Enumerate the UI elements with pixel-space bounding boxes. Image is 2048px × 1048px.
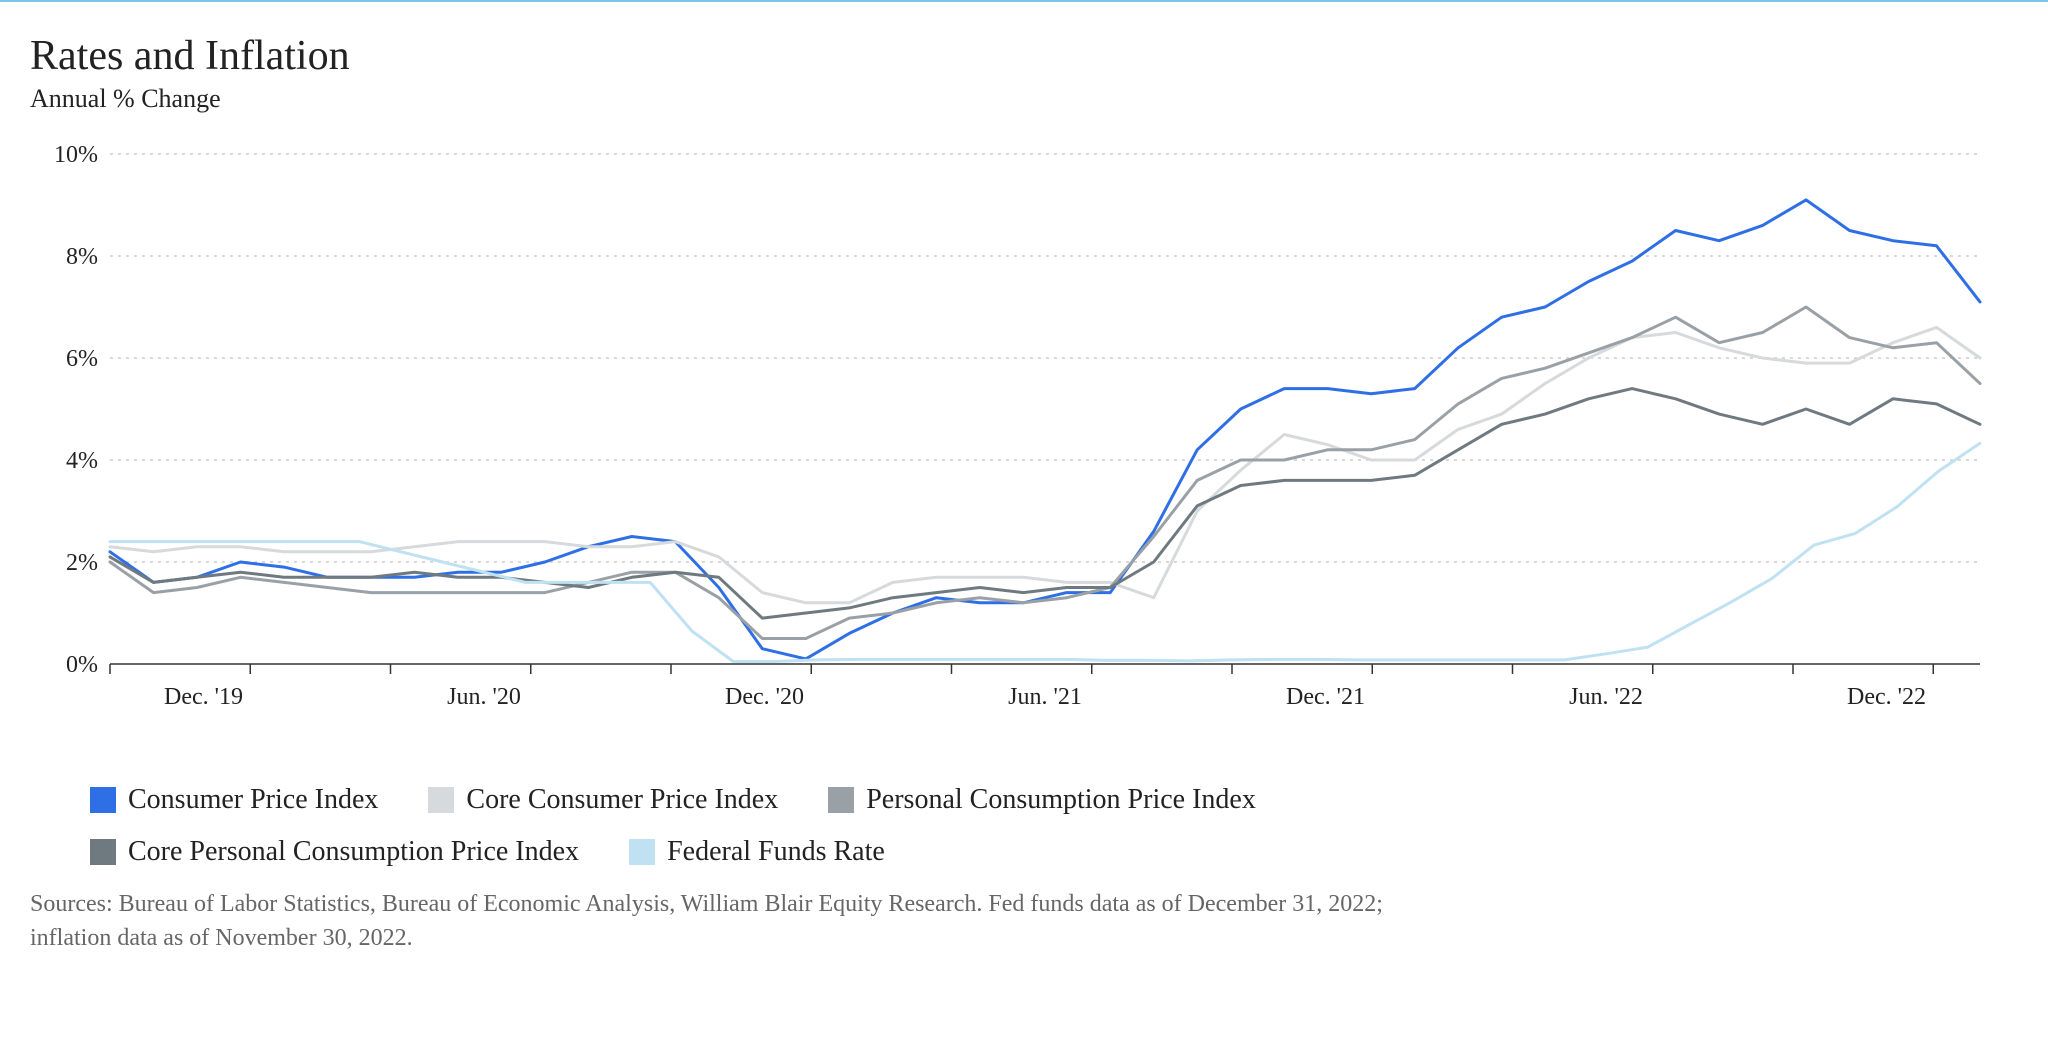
chart-container: Rates and Inflation Annual % Change 0% 2%… bbox=[0, 0, 2048, 1048]
sources-line-1: Sources: Bureau of Labor Statistics, Bur… bbox=[30, 888, 2018, 922]
legend-item: Federal Funds Rate bbox=[629, 836, 885, 868]
svg-text:Dec. '20: Dec. '20 bbox=[725, 684, 804, 710]
line-chart-svg: 0% 2% 4% 6% 8% 10% Dec. '19 Jun. '20 Dec. '20 Jun… bbox=[40, 134, 2000, 754]
svg-text:10%: 10% bbox=[54, 142, 98, 168]
legend-row: Core Personal Consumption Price Index Fed… bbox=[90, 836, 2018, 868]
svg-text:6%: 6% bbox=[66, 346, 98, 372]
legend-item: Core Consumer Price Index bbox=[428, 784, 778, 816]
legend-swatch bbox=[828, 787, 854, 813]
chart-title: Rates and Inflation bbox=[30, 32, 2018, 80]
chart-sources: Sources: Bureau of Labor Statistics, Bur… bbox=[30, 888, 2018, 955]
legend-row: Consumer Price Index Core Consumer Price … bbox=[90, 784, 2018, 816]
svg-text:0%: 0% bbox=[66, 652, 98, 678]
chart-plot-area: 0% 2% 4% 6% 8% 10% Dec. '19 Jun. '20 Dec. '20 Jun… bbox=[40, 134, 2000, 754]
svg-text:4%: 4% bbox=[66, 448, 98, 474]
svg-text:2%: 2% bbox=[66, 550, 98, 576]
svg-text:Dec. '19: Dec. '19 bbox=[164, 684, 243, 710]
legend-label: Federal Funds Rate bbox=[667, 836, 885, 868]
legend-item: Personal Consumption Price Index bbox=[828, 784, 1256, 816]
svg-text:Dec. '22: Dec. '22 bbox=[1847, 684, 1926, 710]
svg-text:Jun. '22: Jun. '22 bbox=[1569, 684, 1643, 710]
svg-text:8%: 8% bbox=[66, 244, 98, 270]
sources-line-2: inflation data as of November 30, 2022. bbox=[30, 922, 2018, 956]
svg-text:Jun. '21: Jun. '21 bbox=[1008, 684, 1082, 710]
legend-label: Core Consumer Price Index bbox=[466, 784, 778, 816]
legend-swatch bbox=[629, 839, 655, 865]
legend-swatch bbox=[90, 839, 116, 865]
chart-subtitle: Annual % Change bbox=[30, 84, 2018, 114]
legend-label: Core Personal Consumption Price Index bbox=[128, 836, 579, 868]
legend-label: Personal Consumption Price Index bbox=[866, 784, 1256, 816]
legend-swatch bbox=[428, 787, 454, 813]
svg-text:Jun. '20: Jun. '20 bbox=[447, 684, 521, 710]
legend-swatch bbox=[90, 787, 116, 813]
legend-item: Consumer Price Index bbox=[90, 784, 378, 816]
svg-text:Dec. '21: Dec. '21 bbox=[1286, 684, 1365, 710]
chart-legend: Consumer Price Index Core Consumer Price … bbox=[90, 784, 2018, 868]
legend-item: Core Personal Consumption Price Index bbox=[90, 836, 579, 868]
legend-label: Consumer Price Index bbox=[128, 784, 378, 816]
